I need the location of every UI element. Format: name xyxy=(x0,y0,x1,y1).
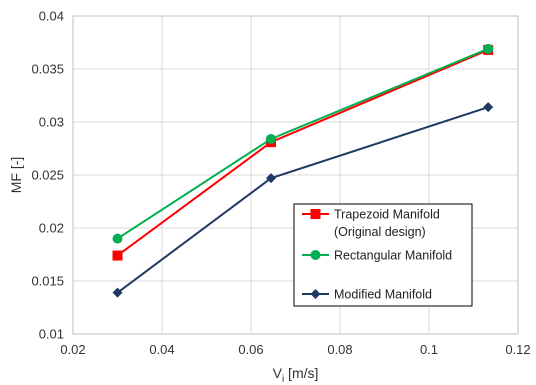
legend-item: Rectangular Manifold xyxy=(302,249,452,263)
x-tick-label: 0.1 xyxy=(420,342,438,357)
legend-label: Modified Manifold xyxy=(334,288,432,302)
data-point xyxy=(483,43,494,54)
x-axis-label-subscript: i xyxy=(282,374,284,385)
x-axis-label-main: V xyxy=(273,365,283,381)
data-point xyxy=(266,133,277,144)
legend-label: Rectangular Manifold xyxy=(334,249,452,263)
series-3 xyxy=(112,102,494,298)
legend-marker xyxy=(310,250,321,260)
x-tick-label: 0.12 xyxy=(505,342,530,357)
legend-marker xyxy=(310,289,321,299)
y-tick-label: 0.02 xyxy=(39,221,64,236)
legend: Trapezoid Manifold (Original design) Recta… xyxy=(293,203,473,307)
y-tick-label: 0.025 xyxy=(31,168,64,183)
legend-label: Trapezoid Manifold xyxy=(334,208,440,222)
data-point xyxy=(112,233,123,244)
y-tick-labels: 0.01 0.015 0.02 0.025 0.03 0.035 0.04 xyxy=(31,9,64,342)
legend-marker xyxy=(310,209,321,219)
y-tick-label: 0.035 xyxy=(31,62,64,77)
legend-label-line2: (Original design) xyxy=(334,225,426,239)
y-tick-label: 0.04 xyxy=(39,9,64,24)
y-tick-label: 0.03 xyxy=(39,115,64,130)
data-point xyxy=(266,173,277,184)
y-tick-label: 0.015 xyxy=(31,274,64,289)
x-tick-labels: 0.02 0.04 0.06 0.08 0.1 0.12 xyxy=(60,342,530,357)
y-tick-label: 0.01 xyxy=(39,327,64,342)
x-axis-label: Vi [m/s] xyxy=(273,365,319,385)
plot-area-border xyxy=(72,15,519,335)
x-tick-label: 0.06 xyxy=(238,342,263,357)
series-2 xyxy=(112,43,494,244)
legend-item: Modified Manifold xyxy=(302,288,432,302)
data-point xyxy=(112,287,123,298)
y-axis-label: MF [-] xyxy=(8,157,24,194)
x-tick-label: 0.02 xyxy=(60,342,85,357)
data-point xyxy=(112,250,123,261)
legend-item: Trapezoid Manifold (Original design) xyxy=(302,208,440,239)
x-tick-label: 0.04 xyxy=(149,342,174,357)
x-axis-label-unit: [m/s] xyxy=(284,365,318,381)
x-tick-label: 0.08 xyxy=(327,342,352,357)
data-point xyxy=(483,102,494,113)
series-layer xyxy=(112,43,494,298)
